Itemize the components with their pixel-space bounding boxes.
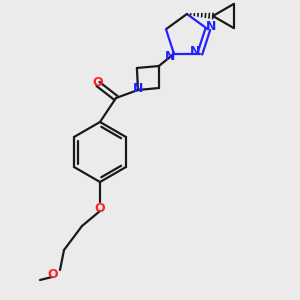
Text: O: O <box>48 268 58 281</box>
Text: N: N <box>133 82 143 94</box>
Text: N: N <box>206 20 216 33</box>
Text: N: N <box>165 50 175 63</box>
Text: N: N <box>190 45 200 58</box>
Text: O: O <box>93 76 103 88</box>
Text: O: O <box>95 202 105 214</box>
